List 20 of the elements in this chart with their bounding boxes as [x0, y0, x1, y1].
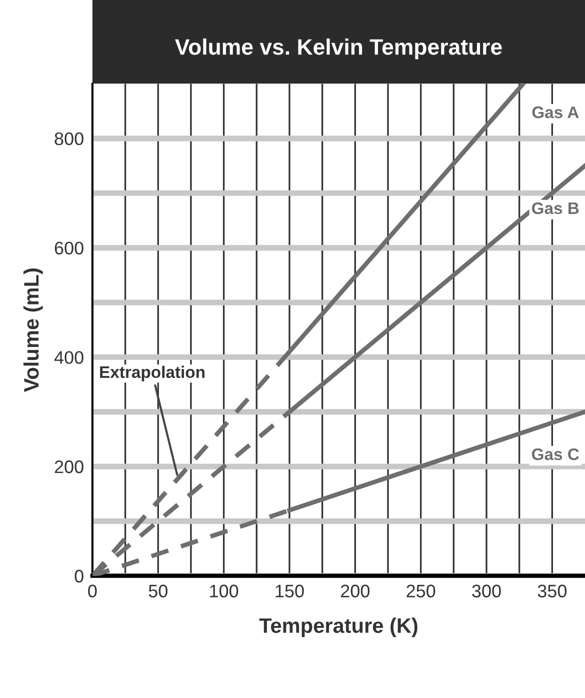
series-label: Gas A [532, 106, 579, 118]
x-tick-label: 350 [538, 584, 567, 598]
y-tick-label: 800 [54, 132, 84, 146]
y-axis-title: Volume (mL) [23, 268, 43, 392]
y-tick-label: 400 [54, 351, 84, 364]
x-tick-label: 0 [88, 584, 97, 598]
x-tick-label: 100 [210, 584, 238, 598]
x-tick-label: 200 [340, 584, 370, 598]
y-tick-label: 0 [74, 570, 84, 583]
y-tick-label: 600 [54, 242, 84, 255]
x-tick-label: 150 [276, 584, 304, 598]
series-label: Gas C [532, 448, 579, 460]
y-tick-label: 200 [54, 460, 84, 474]
x-axis-title: Temperature (K) [259, 618, 418, 638]
annotation: Extrapolation [100, 366, 204, 382]
chart-title: Volume vs. Kelvin Temperature [175, 38, 502, 60]
x-tick-label: 250 [406, 584, 436, 598]
x-tick-label: 50 [148, 584, 168, 598]
x-tick-label: 300 [472, 584, 501, 598]
series-label: Gas B [532, 202, 579, 214]
